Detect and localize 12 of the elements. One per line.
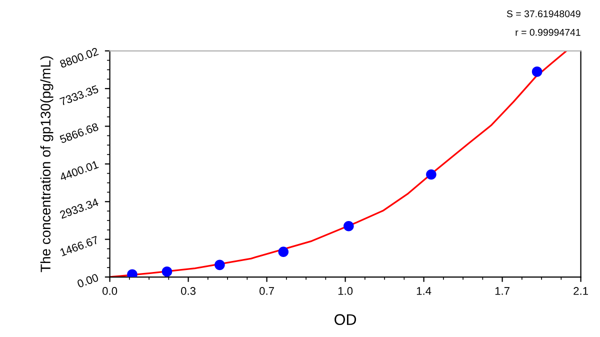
x-tick-label: 0.3 bbox=[181, 287, 196, 295]
x-tick-label: 0.7 bbox=[260, 287, 274, 295]
x-tick-label: 0.0 bbox=[102, 287, 118, 295]
y-tick-label: 0.00 bbox=[76, 273, 99, 288]
y-axis-title: The concentration of gp130(pg/mL) bbox=[40, 56, 54, 272]
x-tick-label: 1.0 bbox=[338, 287, 353, 295]
text: r = 0.99994741 bbox=[516, 28, 580, 36]
x-tick-label: 1.7 bbox=[495, 287, 510, 295]
x-tick-label: 2.1 bbox=[574, 287, 588, 295]
x-axis-title: OD bbox=[334, 314, 356, 325]
text: S = 37.61948049 bbox=[506, 10, 580, 18]
x-tick-label: 1.4 bbox=[416, 287, 432, 295]
